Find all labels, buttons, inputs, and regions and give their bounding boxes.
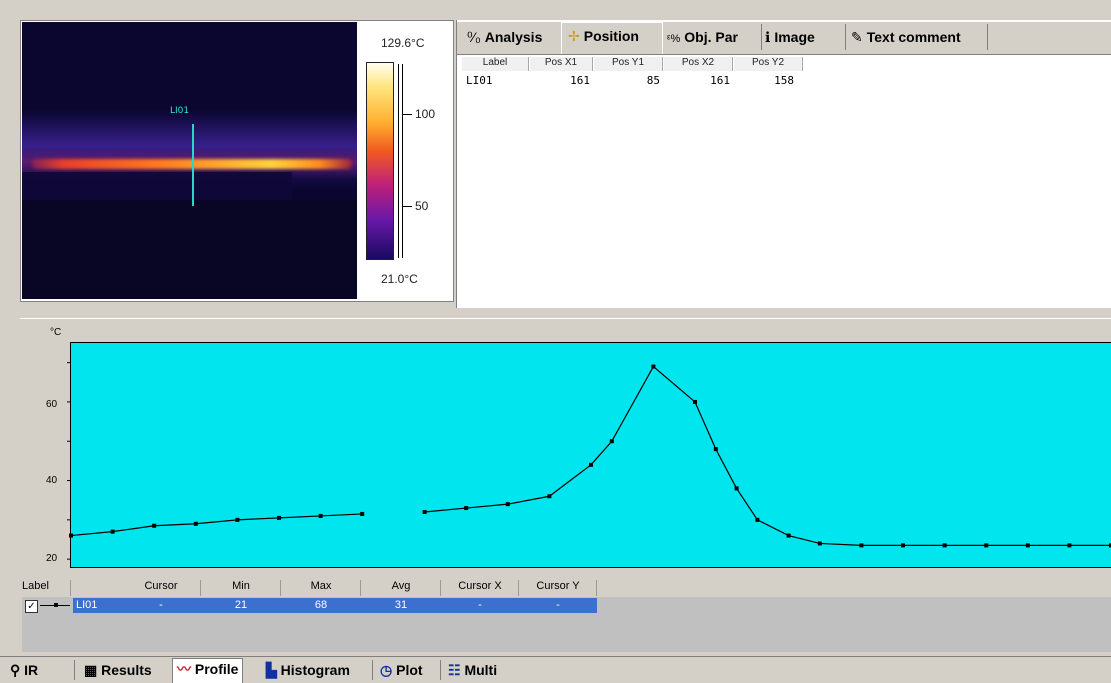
profile-point (277, 515, 281, 520)
series-visible-checkbox[interactable]: ✓ (25, 600, 38, 613)
profile-point (901, 543, 905, 548)
y-axis-unit: °C (50, 327, 62, 338)
table-header-max[interactable]: Max (282, 580, 361, 596)
profile-point (152, 523, 157, 528)
profile-point (360, 511, 365, 516)
profile-point (193, 521, 198, 526)
tab-ir[interactable]: ⚲ IR (10, 662, 39, 678)
grid-cell-pos-x2[interactable]: 161 (710, 74, 730, 87)
grid-cell-label[interactable]: LI01 (466, 74, 493, 87)
profile-line-marker[interactable] (192, 124, 194, 206)
thermal-image[interactable]: LI01 (22, 22, 357, 299)
profile-point (1025, 543, 1030, 548)
obj-par-icon: ᵋ% (667, 33, 681, 45)
tab-obj-par[interactable]: ᵋ% Obj. Par (661, 24, 762, 50)
profile-point (422, 509, 427, 514)
tab-analysis[interactable]: ⁰⁄₀ Analysis (461, 24, 566, 50)
row-label: LI01 (76, 599, 98, 611)
profile-point (505, 502, 510, 507)
profile-point (547, 494, 552, 499)
bottom-tabbar (0, 656, 1111, 683)
scale-max-label: 129.6°C (381, 36, 425, 50)
tab-position[interactable]: ✢ Position (561, 22, 663, 54)
y-tick-60: 60 (46, 399, 58, 410)
profile-point (318, 513, 323, 518)
profile-point (651, 364, 656, 369)
grid-header-pos-y1[interactable]: Pos Y1 (594, 57, 663, 71)
table-header-cursor-x[interactable]: Cursor X (442, 580, 519, 596)
profile-line-label: LI01 (170, 106, 190, 116)
tab-plot[interactable]: ◷ Plot (380, 662, 423, 678)
y-tick-40: 40 (46, 475, 58, 486)
profile-point (110, 529, 115, 534)
table-header-min[interactable]: Min (202, 580, 281, 596)
grid-header-pos-y2[interactable]: Pos Y2 (734, 57, 803, 71)
profile-plot-area[interactable] (70, 342, 1111, 568)
multi-icon: ☷ (448, 662, 465, 678)
profile-series-line (424, 365, 1111, 546)
ir-camera-icon: ⚲ (10, 662, 25, 678)
profile-point (817, 541, 822, 546)
tab-profile[interactable]: 〰 Profile (172, 658, 244, 683)
profile-point (693, 399, 697, 404)
row-avg: 31 (394, 599, 408, 611)
profile-point (69, 533, 73, 538)
row-cursor-y: - (556, 599, 560, 611)
row-cursor-x: - (478, 599, 482, 611)
scale-tick-100: 100 (415, 107, 436, 121)
profile-point (786, 533, 791, 538)
profile-point (1109, 543, 1111, 548)
profile-point (859, 543, 864, 548)
row-max: 68 (314, 599, 328, 611)
info-icon: ℹ (765, 29, 771, 45)
results-grid-icon: ▦ (84, 662, 102, 678)
position-icon: ✢ (568, 28, 580, 44)
grid-cell-pos-y1[interactable]: 85 (646, 74, 660, 87)
profile-point (1067, 543, 1072, 548)
grid-cell-pos-y2[interactable]: 158 (774, 74, 794, 87)
grid-cell-pos-x1[interactable]: 161 (570, 74, 590, 87)
row-cursor: - (159, 599, 163, 611)
profile-point (464, 506, 469, 511)
scale-min-label: 21.0°C (381, 272, 418, 286)
table-header-cursor[interactable]: Cursor (122, 580, 201, 596)
grid-header-pos-x1[interactable]: Pos X1 (530, 57, 593, 71)
table-header-label[interactable]: Label (22, 580, 71, 596)
profile-plot-svg[interactable] (60, 340, 1111, 570)
profile-point (755, 517, 760, 522)
histogram-icon: ▙ (266, 662, 281, 678)
profile-point (589, 462, 593, 467)
table-header-cursor-y[interactable]: Cursor Y (520, 580, 597, 596)
profile-point (713, 447, 718, 452)
tab-text-comment[interactable]: ✎ Text comment (845, 24, 988, 50)
scale-tick-50: 50 (415, 199, 429, 213)
table-row[interactable] (73, 598, 597, 613)
table-header-avg[interactable]: Avg (362, 580, 441, 596)
plot-clock-icon: ◷ (380, 662, 397, 678)
text-comment-icon: ✎ (851, 29, 863, 45)
tab-image[interactable]: ℹ Image (759, 24, 846, 50)
grid-header-label[interactable]: Label (462, 57, 529, 71)
profile-point (609, 439, 614, 444)
color-scale-bar (366, 62, 394, 260)
analysis-icon: ⁰⁄₀ (467, 29, 481, 45)
tab-results[interactable]: ▦ Results (84, 662, 152, 678)
profile-series-line (70, 513, 363, 537)
analysis-tabstrip: ⁰⁄₀ Analysis ✢ Position ᵋ% Obj. Par ℹ Image … (457, 22, 1111, 55)
profile-point (942, 543, 947, 548)
tab-histogram[interactable]: ▙ Histogram (266, 662, 350, 678)
profile-point (984, 543, 989, 548)
profile-point (235, 517, 240, 522)
grid-header-pos-x2[interactable]: Pos X2 (664, 57, 733, 71)
profile-point (734, 486, 739, 491)
tab-multi[interactable]: ☷ Multi (448, 662, 498, 678)
row-min: 21 (234, 599, 248, 611)
y-tick-20: 20 (46, 553, 58, 564)
profile-chart-icon: 〰 (177, 661, 195, 677)
